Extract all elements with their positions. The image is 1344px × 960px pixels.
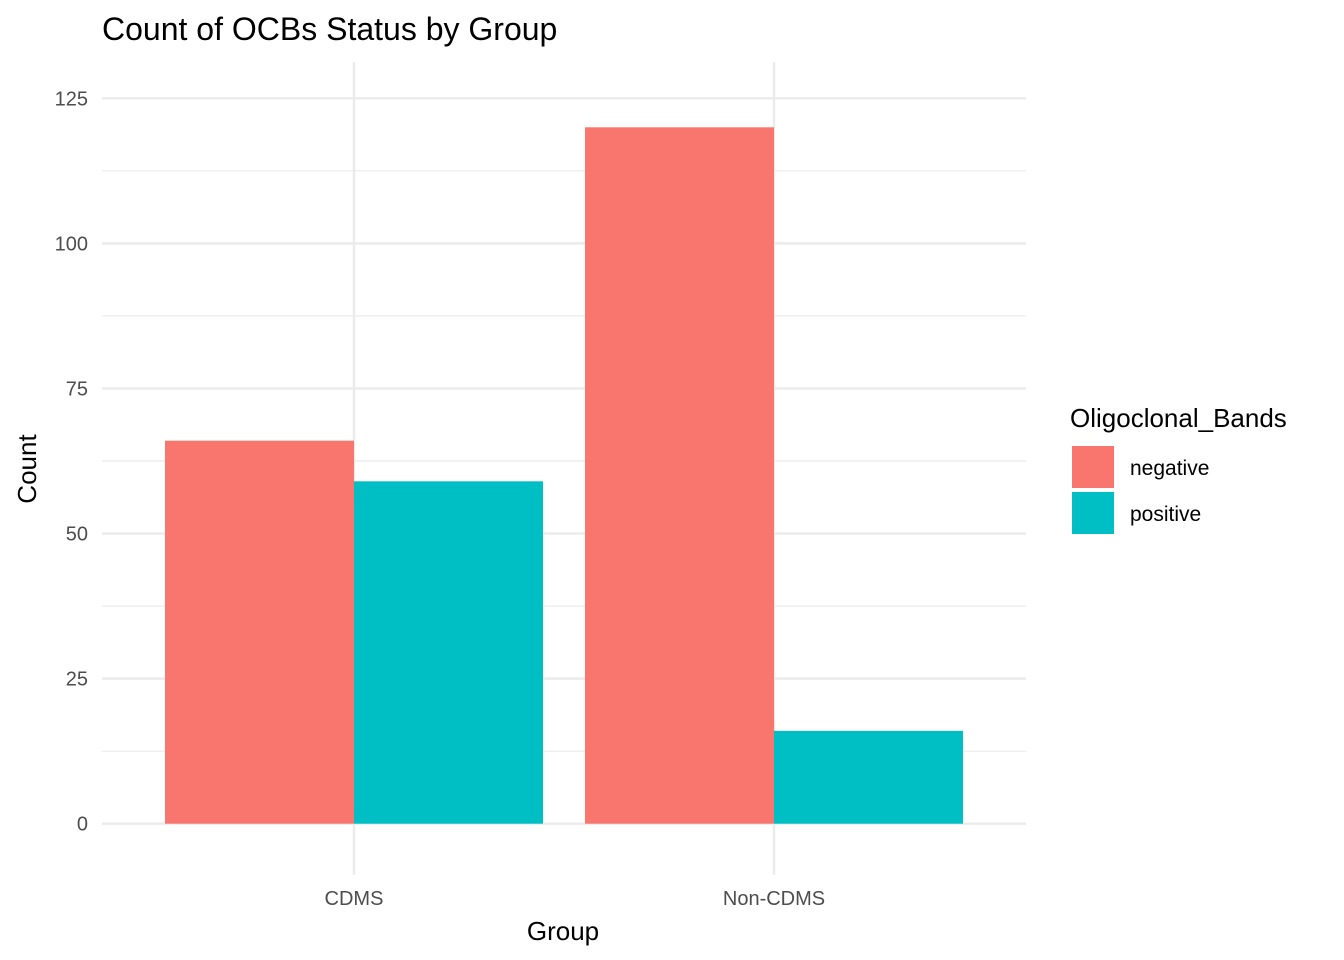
x-tick-label: Non-CDMS — [723, 888, 825, 910]
x-axis-title: Group — [527, 916, 599, 946]
bar-negative-Non-CDMS — [585, 127, 774, 824]
bar-positive-CDMS — [354, 481, 543, 824]
y-axis-title: Count — [12, 434, 42, 504]
legend-key-negative — [1072, 446, 1114, 488]
y-tick-label: 25 — [66, 669, 88, 691]
legend: Oligoclonal_Bands negative positive — [1070, 403, 1287, 534]
legend-label-positive: positive — [1130, 503, 1201, 526]
legend-items: negative positive — [1072, 446, 1209, 534]
chart-title: Count of OCBs Status by Group — [102, 11, 557, 47]
y-tick-label: 125 — [55, 88, 88, 110]
legend-title: Oligoclonal_Bands — [1070, 403, 1287, 433]
legend-key-positive — [1072, 492, 1114, 534]
y-tick-label: 50 — [66, 524, 88, 546]
bar-positive-Non-CDMS — [774, 730, 963, 824]
legend-label-negative: negative — [1130, 457, 1209, 480]
bar-negative-CDMS — [165, 440, 354, 824]
y-tick-label: 75 — [66, 378, 88, 400]
tick-labels: 0 25 50 75 100 125 CDMS Non-CDMS — [55, 88, 826, 910]
y-tick-label: 0 — [77, 814, 88, 836]
x-tick-label: CDMS — [325, 888, 384, 910]
y-tick-label: 100 — [55, 233, 88, 255]
bars — [165, 127, 963, 824]
